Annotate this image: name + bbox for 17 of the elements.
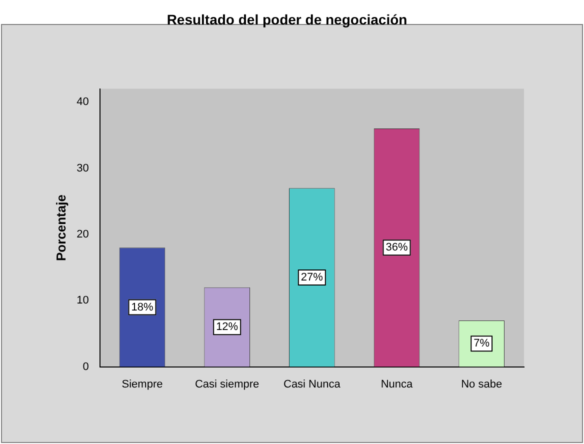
y-tick-label: 20 — [76, 228, 89, 240]
data-label: 18% — [131, 301, 154, 314]
y-tick-label: 0 — [82, 360, 89, 373]
x-tick-label: Casi Nunca — [283, 378, 342, 390]
x-tick-label: Casi siempre — [194, 378, 260, 390]
y-tick-label: 40 — [76, 96, 89, 108]
chart-title: Resultado del poder de negociación — [166, 11, 408, 28]
y-axis-title: Porcentaje — [53, 194, 68, 262]
y-tick-label: 30 — [76, 162, 89, 174]
x-tick-label: Siempre — [122, 378, 163, 390]
x-tick-label: Nunca — [380, 378, 414, 390]
data-label: 7% — [474, 338, 490, 350]
x-tick-label: No sabe — [461, 378, 502, 390]
data-label: 12% — [216, 321, 238, 334]
data-label: 27% — [300, 271, 324, 284]
data-label: 36% — [386, 242, 408, 254]
y-tick-label: 10 — [76, 294, 89, 307]
